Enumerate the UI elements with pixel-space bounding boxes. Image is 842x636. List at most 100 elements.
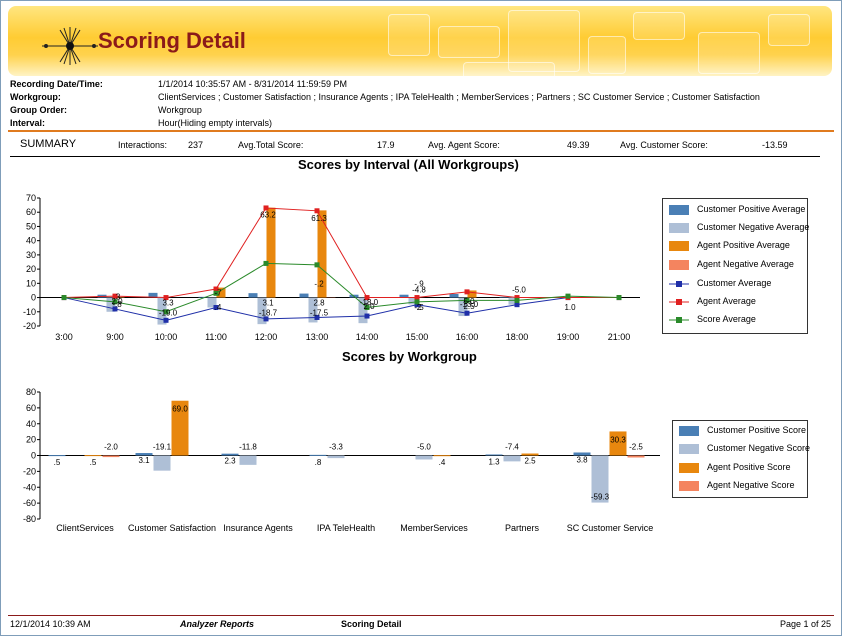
- bar: [308, 297, 318, 323]
- footer-page-number: Page 1 of 25: [780, 619, 832, 629]
- footer-app-name: Analyzer Reports: [180, 619, 255, 629]
- data-label: .5: [54, 458, 61, 467]
- series-point: [213, 290, 219, 296]
- summary-row: SUMMARY Interactions: 237 Avg.Total Scor…: [10, 138, 820, 157]
- data-label: -4.8: [412, 286, 426, 295]
- bar: [627, 455, 645, 458]
- bar: [591, 455, 609, 503]
- series-point: [314, 262, 320, 268]
- bar: [84, 455, 102, 457]
- interactions-value: 237: [188, 140, 204, 150]
- series-point: [414, 295, 420, 301]
- y-tick-label: 80: [26, 387, 36, 397]
- avg-customer-label: Avg. Customer Score:: [620, 140, 708, 150]
- series-point: [414, 299, 420, 305]
- chart2-title: Scores by Workgroup: [342, 349, 477, 364]
- series-point: [514, 297, 520, 303]
- footer-divider: [8, 615, 834, 616]
- footer-report-name: Scoring Detail: [341, 619, 402, 629]
- info-label: Group Order:: [10, 105, 68, 115]
- x-tick-label: 21:00: [608, 332, 631, 342]
- data-label: 63.2: [260, 210, 276, 219]
- bar: [521, 453, 539, 456]
- y-tick-label: -10: [23, 307, 36, 317]
- bar: [248, 293, 258, 298]
- bar: [216, 287, 226, 298]
- data-label: .5: [90, 458, 97, 467]
- legend-label: Agent Positive Score: [707, 462, 791, 472]
- y-tick-label: 0: [31, 293, 36, 303]
- data-label: -11.8: [239, 443, 257, 452]
- series-point: [263, 316, 269, 322]
- x-tick-label: Customer Satisfaction: [128, 523, 216, 533]
- data-label: 69.0: [172, 405, 188, 414]
- x-tick-label: 3:00: [55, 332, 73, 342]
- data-label: 3.3: [162, 299, 174, 308]
- legend-item: Agent Positive Score: [679, 461, 805, 475]
- bar: [153, 455, 171, 471]
- data-label: -18.7: [259, 308, 278, 317]
- bar: [106, 297, 116, 312]
- series-line: [63, 262, 620, 313]
- legend-item: Customer Positive Score: [679, 424, 806, 438]
- y-tick-label: 40: [26, 236, 36, 246]
- legend-label: Agent Positive Average: [697, 240, 790, 250]
- interactions-label: Interactions:: [118, 140, 168, 150]
- legend-label: Agent Negative Average: [697, 259, 794, 269]
- legend-label: Customer Negative Average: [697, 222, 810, 232]
- series-point: [163, 309, 169, 315]
- data-label: 61.3: [311, 214, 327, 223]
- x-tick-label: 10:00: [155, 332, 178, 342]
- bar: [207, 297, 217, 308]
- bar: [433, 455, 451, 457]
- data-label: 3.1: [138, 456, 150, 465]
- data-label: -.8: [112, 300, 122, 309]
- series-point: [213, 286, 219, 292]
- y-tick-label: 50: [26, 221, 36, 231]
- data-label: 30.3: [610, 435, 626, 444]
- data-label: 2.5: [524, 457, 536, 466]
- bar: [171, 400, 189, 456]
- x-tick-label: 14:00: [356, 332, 379, 342]
- series-line: [63, 207, 619, 299]
- series-line: [63, 297, 619, 321]
- chart2-legend: Customer Positive Score Customer Negativ…: [672, 420, 810, 498]
- data-label: 2: [417, 303, 422, 312]
- x-tick-label: 9:00: [106, 332, 124, 342]
- legend-item: Score Average: [669, 313, 805, 327]
- data-label: 2.0: [363, 302, 375, 311]
- chart1-title: Scores by Interval (All Workgroups): [298, 157, 519, 172]
- data-label: .3: [114, 292, 121, 301]
- info-value: 1/1/2014 10:35:57 AM - 8/31/2014 11:59:5…: [158, 79, 347, 89]
- y-tick-label: 60: [26, 403, 36, 413]
- bar: [399, 294, 409, 298]
- data-label: -5.0: [417, 443, 431, 452]
- bar: [102, 455, 120, 458]
- x-tick-label: 11:00: [205, 332, 227, 342]
- series-point: [514, 295, 520, 301]
- y-tick-label: 40: [26, 419, 36, 429]
- data-label: -.5: [414, 303, 424, 312]
- avg-agent-value: 49.39: [567, 140, 590, 150]
- report-title: Scoring Detail: [98, 28, 246, 53]
- legend-item: Customer Negative Score: [679, 442, 810, 456]
- data-label: .4: [215, 303, 222, 312]
- legend-item: Agent Positive Average: [669, 239, 805, 253]
- info-value: ClientServices ; Customer Satisfaction ;…: [158, 92, 760, 102]
- data-label: 2.0: [111, 297, 123, 306]
- series-point: [364, 305, 370, 311]
- legend-label: Score Average: [697, 314, 756, 324]
- interval-chart: -20 -10 0 10 20 30 40 50 60 70 3:00 9:00 10:00 11:00 1…: [23, 193, 640, 342]
- bar: [485, 454, 503, 456]
- bar: [503, 455, 521, 462]
- series-point: [314, 314, 320, 320]
- legend-label: Customer Positive Average: [697, 204, 806, 214]
- series-point: [514, 302, 520, 308]
- bar: [458, 297, 468, 317]
- bar: [499, 296, 509, 298]
- logo-icon: [42, 27, 98, 65]
- data-label: -.2: [314, 279, 324, 288]
- y-tick-label: 10: [26, 278, 36, 288]
- avg-total-value: 17.9: [377, 140, 395, 150]
- info-label: Workgroup:: [10, 92, 61, 102]
